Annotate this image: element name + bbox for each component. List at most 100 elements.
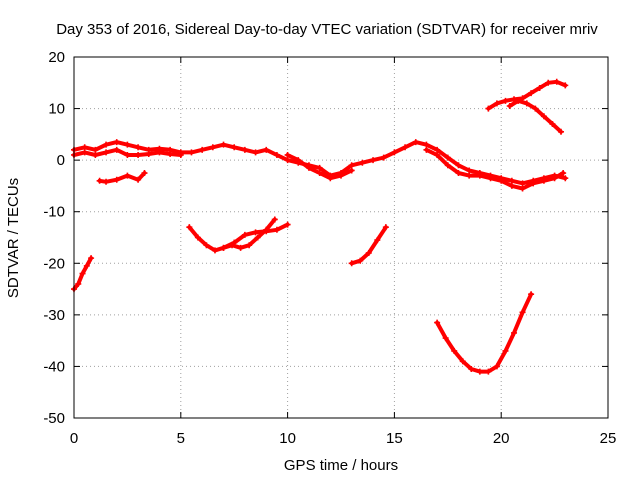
data-point xyxy=(485,368,492,375)
x-tick-label: 25 xyxy=(600,430,617,447)
data-point xyxy=(493,100,500,107)
data-point xyxy=(103,149,110,156)
data-point xyxy=(103,141,110,148)
data-point xyxy=(442,335,449,342)
series-arc-11 xyxy=(485,78,569,112)
data-point xyxy=(103,178,110,185)
data-point xyxy=(203,242,210,249)
series-arc-1 xyxy=(71,139,569,187)
series-arc-7 xyxy=(186,216,278,254)
data-point xyxy=(211,247,218,254)
data-point xyxy=(348,162,355,169)
data-point xyxy=(551,175,558,182)
data-point xyxy=(562,175,569,182)
data-point xyxy=(135,144,142,151)
series-arc-4 xyxy=(423,146,567,192)
data-point xyxy=(562,82,569,89)
data-point xyxy=(528,90,535,97)
data-point xyxy=(382,224,389,231)
data-point xyxy=(502,347,509,354)
data-point xyxy=(241,146,248,153)
data-point xyxy=(177,151,184,158)
data-point xyxy=(519,309,526,316)
data-point xyxy=(444,162,451,169)
plot-frame xyxy=(73,56,609,419)
data-point xyxy=(124,172,131,179)
data-point xyxy=(466,172,473,179)
data-point xyxy=(434,146,441,153)
data-point xyxy=(316,170,323,177)
y-tick-label: -30 xyxy=(43,307,65,324)
data-point xyxy=(135,151,142,158)
data-point xyxy=(81,144,88,151)
data-point xyxy=(508,182,515,189)
data-point xyxy=(83,262,90,269)
y-tick-label: -20 xyxy=(43,255,65,272)
data-point xyxy=(79,270,86,277)
data-point xyxy=(459,358,466,365)
data-point xyxy=(252,149,259,156)
data-point xyxy=(348,260,355,267)
chart-title: Day 353 of 2016, Sidereal Day-to-day VTE… xyxy=(56,21,598,38)
series-arc-9 xyxy=(348,224,389,267)
data-point xyxy=(536,84,543,91)
data-point xyxy=(167,150,174,157)
data-point xyxy=(412,139,419,146)
data-point xyxy=(506,102,513,109)
data-point xyxy=(540,177,547,184)
series-arc-12 xyxy=(506,97,565,135)
data-point xyxy=(391,149,398,156)
data-point xyxy=(113,146,120,153)
y-tick-label: -40 xyxy=(43,358,65,375)
data-point xyxy=(502,97,509,104)
x-tick-label: 20 xyxy=(493,430,510,447)
data-point xyxy=(273,226,280,233)
data-point xyxy=(380,154,387,161)
series-line xyxy=(349,225,388,266)
data-point xyxy=(545,79,552,86)
series-arc-10 xyxy=(434,291,535,375)
y-tick-label: -10 xyxy=(43,204,65,221)
data-point xyxy=(553,78,560,85)
x-tick-label: 5 xyxy=(177,430,185,447)
y-axis-label: SDTVAR / TECUs xyxy=(5,178,22,298)
data-point xyxy=(305,164,312,171)
data-point xyxy=(145,150,152,157)
series-line xyxy=(435,292,534,374)
data-point xyxy=(284,151,291,158)
y-tick-label: 20 xyxy=(48,49,65,66)
data-point xyxy=(124,141,131,148)
data-point xyxy=(434,319,441,326)
data-point xyxy=(327,175,334,182)
data-point xyxy=(370,157,377,164)
data-point xyxy=(540,113,547,120)
data-point xyxy=(530,180,537,187)
y-tick-label: 0 xyxy=(57,152,65,169)
data-point xyxy=(519,185,526,192)
data-point xyxy=(141,170,148,177)
data-point xyxy=(558,128,565,135)
grid xyxy=(74,57,608,418)
x-axis-label: GPS time / hours xyxy=(284,457,398,474)
data-point xyxy=(188,149,195,156)
data-point xyxy=(423,141,430,148)
data-point xyxy=(528,291,535,298)
data-point xyxy=(186,224,193,231)
data-point xyxy=(271,216,278,223)
data-point xyxy=(455,162,462,169)
series-line xyxy=(486,79,568,111)
data-point xyxy=(156,149,163,156)
data-point xyxy=(511,329,518,336)
data-point xyxy=(209,144,216,151)
data-point xyxy=(81,149,88,156)
data-point xyxy=(560,170,567,177)
x-tick-label: 15 xyxy=(386,430,403,447)
data-point xyxy=(220,244,227,251)
data-point xyxy=(254,234,261,241)
data-point xyxy=(263,146,270,153)
data-point xyxy=(113,176,120,183)
x-tick-label: 10 xyxy=(279,430,296,447)
data-point xyxy=(348,167,355,174)
series-line xyxy=(221,222,290,250)
